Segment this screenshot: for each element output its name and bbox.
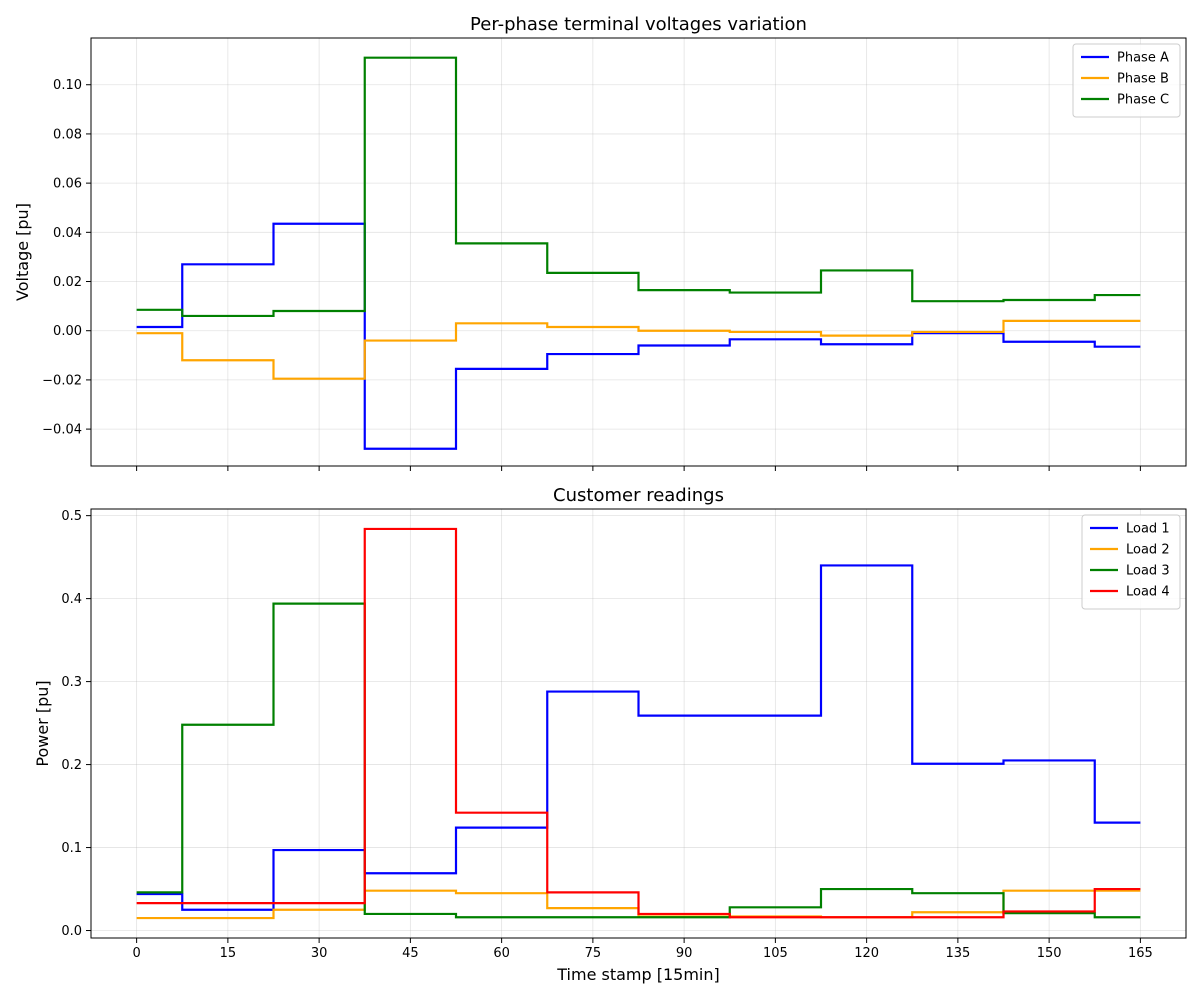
y-axis-label: Voltage [pu]: [13, 203, 32, 301]
x-tick-label: 90: [676, 946, 693, 961]
series-line-load-1: [136, 564, 1141, 911]
plot-area: [91, 509, 1186, 938]
x-tick-label: 120: [854, 946, 879, 961]
legend-label: Load 4: [1126, 585, 1170, 600]
y-tick-label: −0.02: [42, 373, 82, 388]
y-tick-label: 0.06: [53, 177, 82, 192]
y-tick-label: 0.04: [53, 226, 82, 241]
legend-label: Load 1: [1126, 522, 1170, 537]
plot-area: [91, 38, 1186, 466]
x-tick-label: 105: [763, 946, 788, 961]
x-tick-label: 15: [220, 946, 237, 961]
y-tick-label: 0.3: [61, 675, 82, 690]
axes-frame: [90, 37, 1187, 467]
customer-readings-chart: 0 15 30 45 60 75 90 105 120 135 150 165 0.0 0.1 0.2 0.3…: [33, 485, 1187, 984]
y-tick-label: 0.08: [53, 127, 82, 142]
x-tick-label: 135: [945, 946, 970, 961]
y-tick-label: 0.02: [53, 275, 82, 290]
x-tick-label: 0: [132, 946, 140, 961]
voltage-chart: −0.04 −0.02 0.00 0.02 0.04 0.06 0.08 0.10 Per-ph…: [13, 14, 1187, 471]
legend-label: Phase A: [1117, 51, 1169, 66]
y-tick-label: −0.04: [42, 423, 82, 438]
y-tick-label: 0.4: [61, 592, 82, 607]
chart-title: Per-phase terminal voltages variation: [470, 14, 807, 35]
axes-frame: [90, 508, 1187, 939]
y-tick-label: 0.00: [53, 324, 82, 339]
series-line-load-4: [136, 527, 1141, 919]
x-tick-label: 60: [493, 946, 510, 961]
series-line-phase-c: [136, 56, 1141, 318]
y-tick-label: 0.10: [53, 78, 82, 93]
x-tick-label: 75: [585, 946, 602, 961]
legend: Phase A Phase B Phase C: [1072, 43, 1181, 118]
legend-label: Phase C: [1117, 93, 1169, 108]
x-tick-label: 45: [402, 946, 419, 961]
x-axis-label: Time stamp [15min]: [556, 965, 720, 984]
series-line-load-3: [136, 602, 1141, 919]
y-tick-label: 0.0: [61, 924, 82, 939]
legend-box: [1081, 514, 1181, 610]
y-tick-label: 0.5: [61, 509, 82, 524]
series-line-phase-a: [136, 222, 1141, 450]
legend: Load 1 Load 2 Load 3 Load 4: [1081, 514, 1181, 610]
x-tick-label: 165: [1128, 946, 1153, 961]
y-tick-label: 0.1: [61, 841, 82, 856]
series-line-phase-b: [136, 319, 1141, 380]
legend-label: Load 2: [1126, 543, 1170, 558]
legend-label: Load 3: [1126, 564, 1170, 579]
y-axis-label: Power [pu]: [33, 680, 52, 766]
chart-title: Customer readings: [553, 485, 724, 506]
legend-label: Phase B: [1117, 72, 1169, 87]
x-tick-label: 150: [1037, 946, 1062, 961]
y-tick-label: 0.2: [61, 758, 82, 773]
x-tick-label: 30: [311, 946, 328, 961]
